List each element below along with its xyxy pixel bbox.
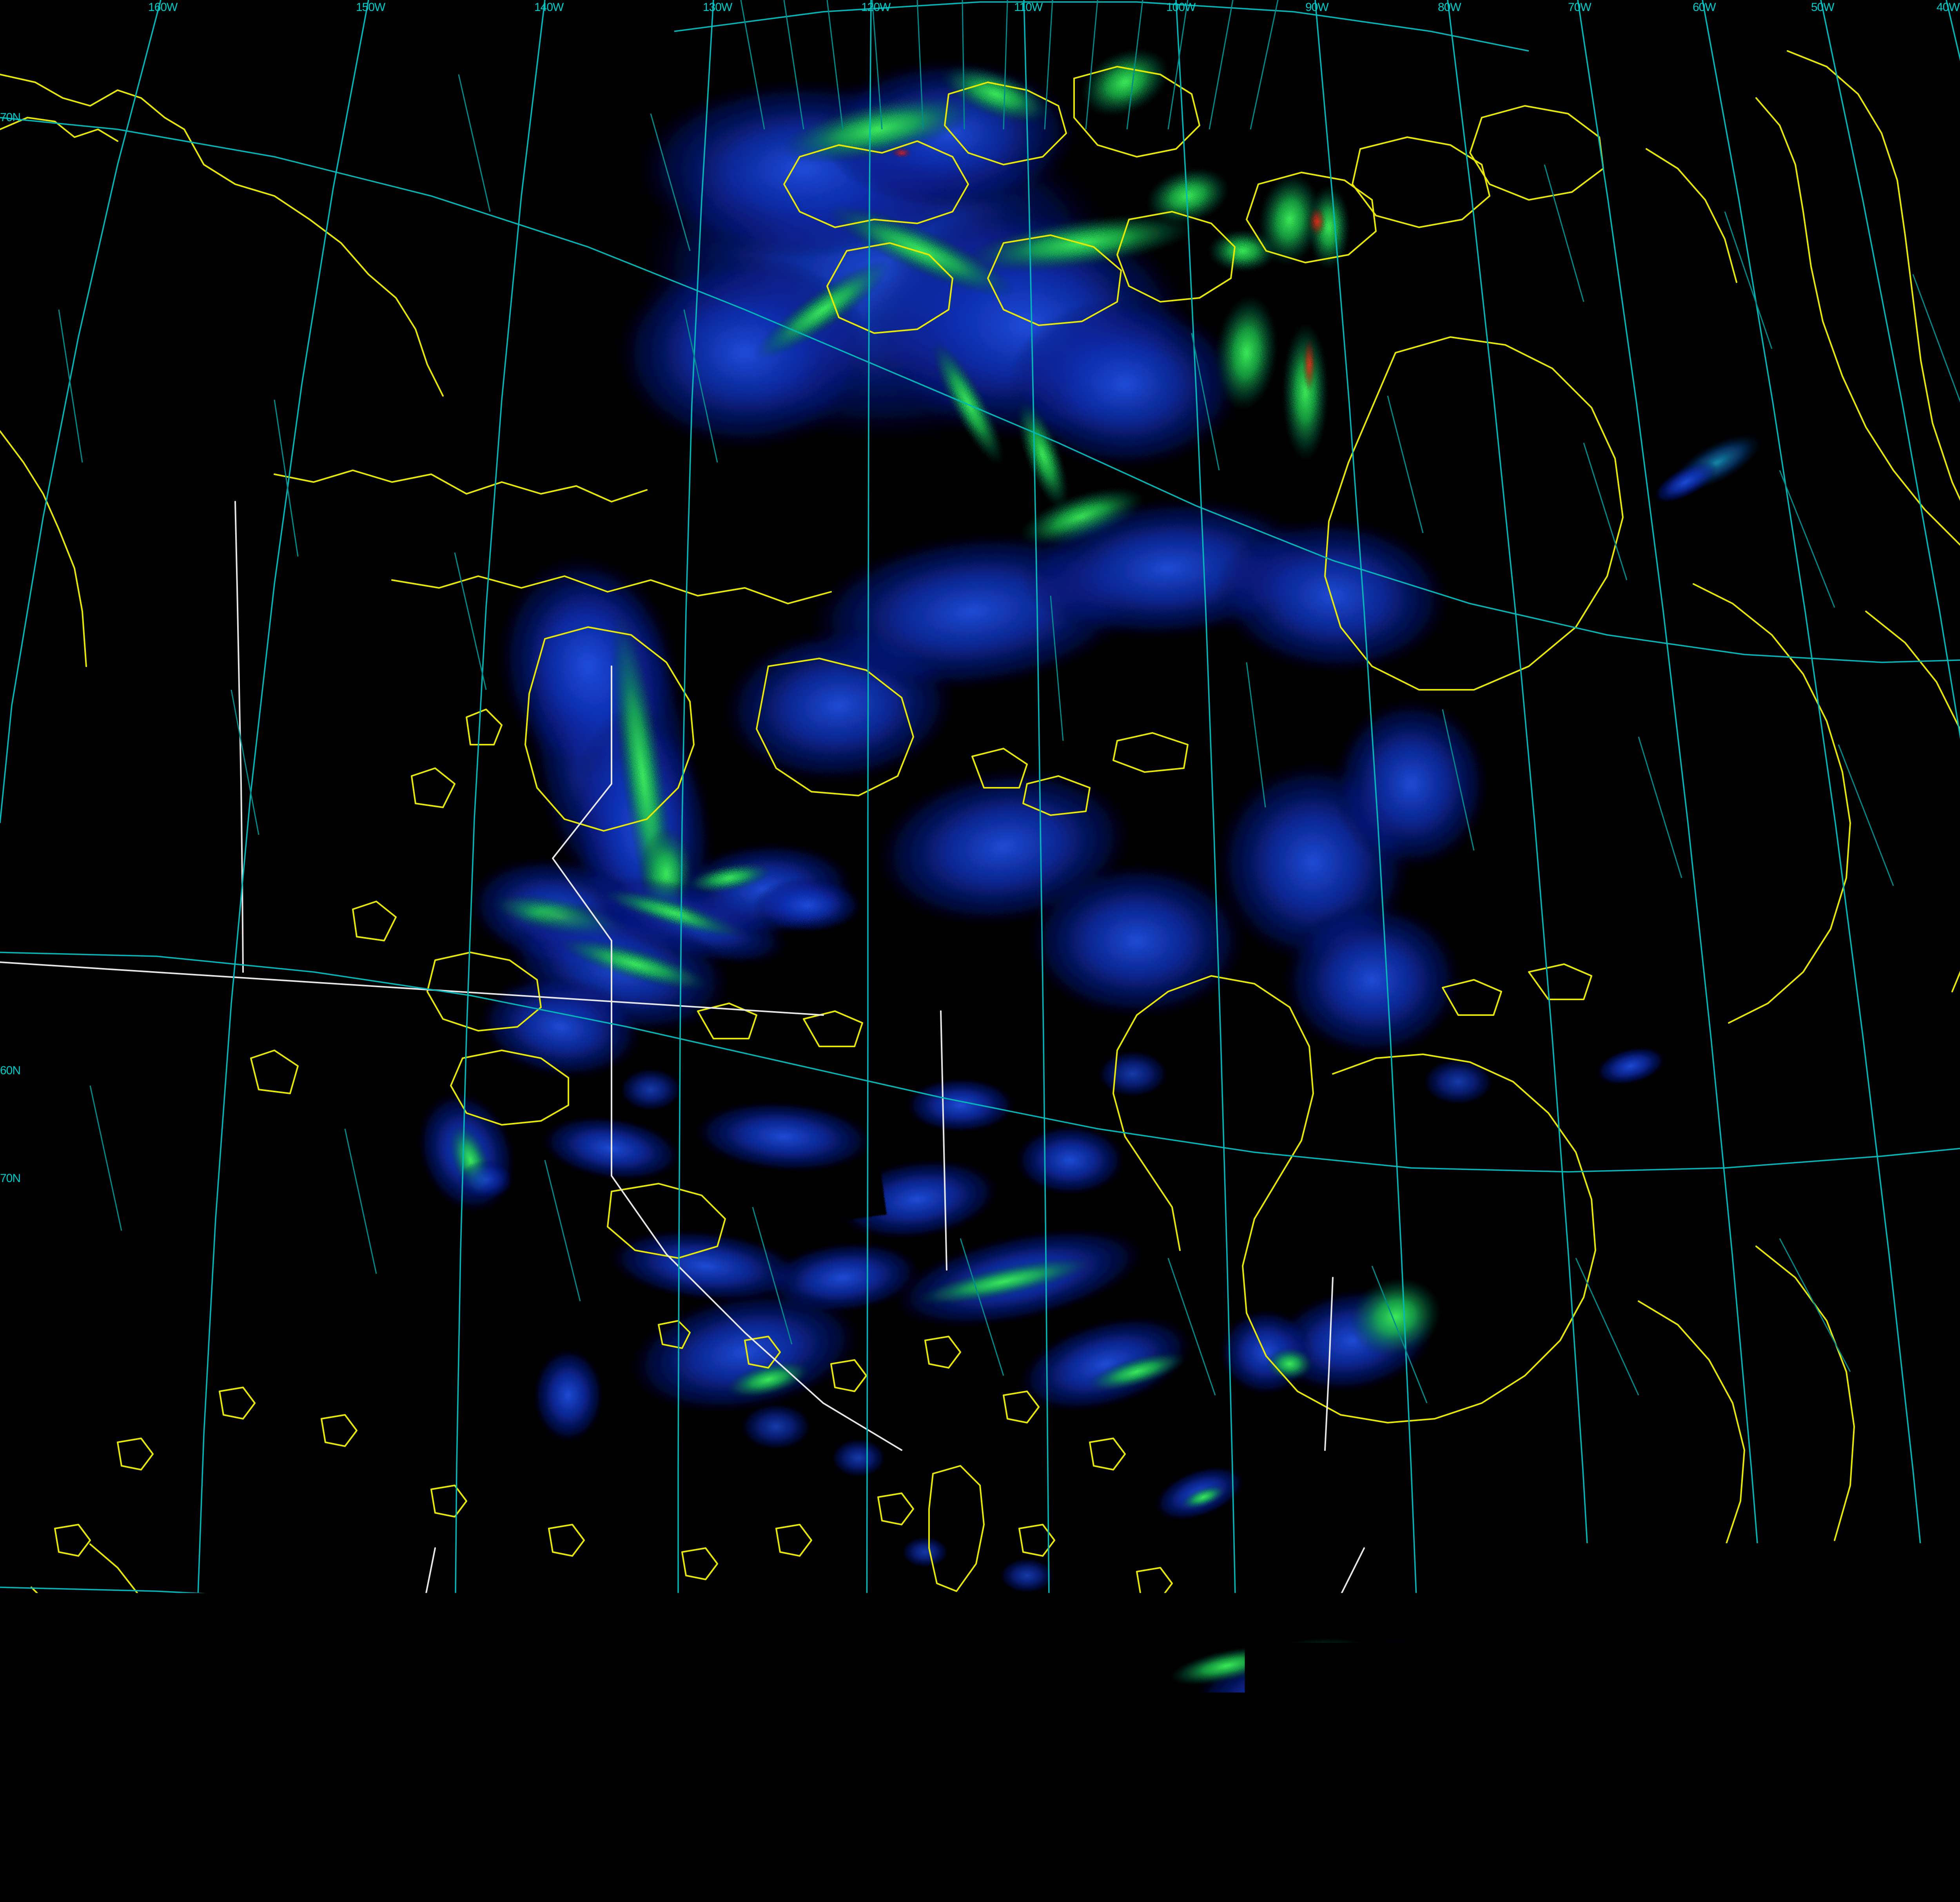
graticule-label-140w: 140W [534, 1, 563, 14]
graticule-label-150w: 150W [356, 1, 385, 14]
product-caption: VIIRS SO2 Index npp 2026/04/01 09:20 GMT… [1539, 1879, 1960, 1899]
graticule-label-100w: 100W [1166, 1, 1195, 14]
graticule-label-50n: 50N [0, 1592, 20, 1605]
graticule-label-130w: 130W [703, 1, 732, 14]
graticule-label-110w-bottom: 110W [576, 1894, 604, 1902]
graticule-label-40w: 40W [1936, 1, 1960, 14]
graticule-label-50w: 50W [1811, 1, 1834, 14]
graticule-label-70n-left: 70N [0, 111, 20, 124]
graticule-label-60w: 60W [1693, 1, 1716, 14]
graticule-label-110w-top: 110W [1014, 1, 1042, 14]
graticule-label-60n: 60N [0, 1064, 20, 1077]
graticule-label-120w-bottom: 120W [444, 1888, 473, 1902]
graticule-label-120w-top: 120W [861, 1, 890, 14]
minor-tick-marks [59, 0, 1960, 1873]
parallel-lines [0, 2, 1960, 1666]
graticule-label-90w: 90W [1305, 1, 1328, 14]
meridian-lines [0, 0, 1960, 1902]
graticule-label-70w: 70W [1568, 1, 1591, 14]
graticule-label-80w: 80W [1438, 1, 1461, 14]
graticule-label-160w: 160W [148, 1, 177, 14]
graticule-label-70n: 70N [0, 1172, 20, 1185]
satellite-image-viewport: 160W 150W 140W 130W 120W 110W 100W 90W 8… [0, 0, 1960, 1902]
graticule-layer [0, 0, 1960, 1902]
